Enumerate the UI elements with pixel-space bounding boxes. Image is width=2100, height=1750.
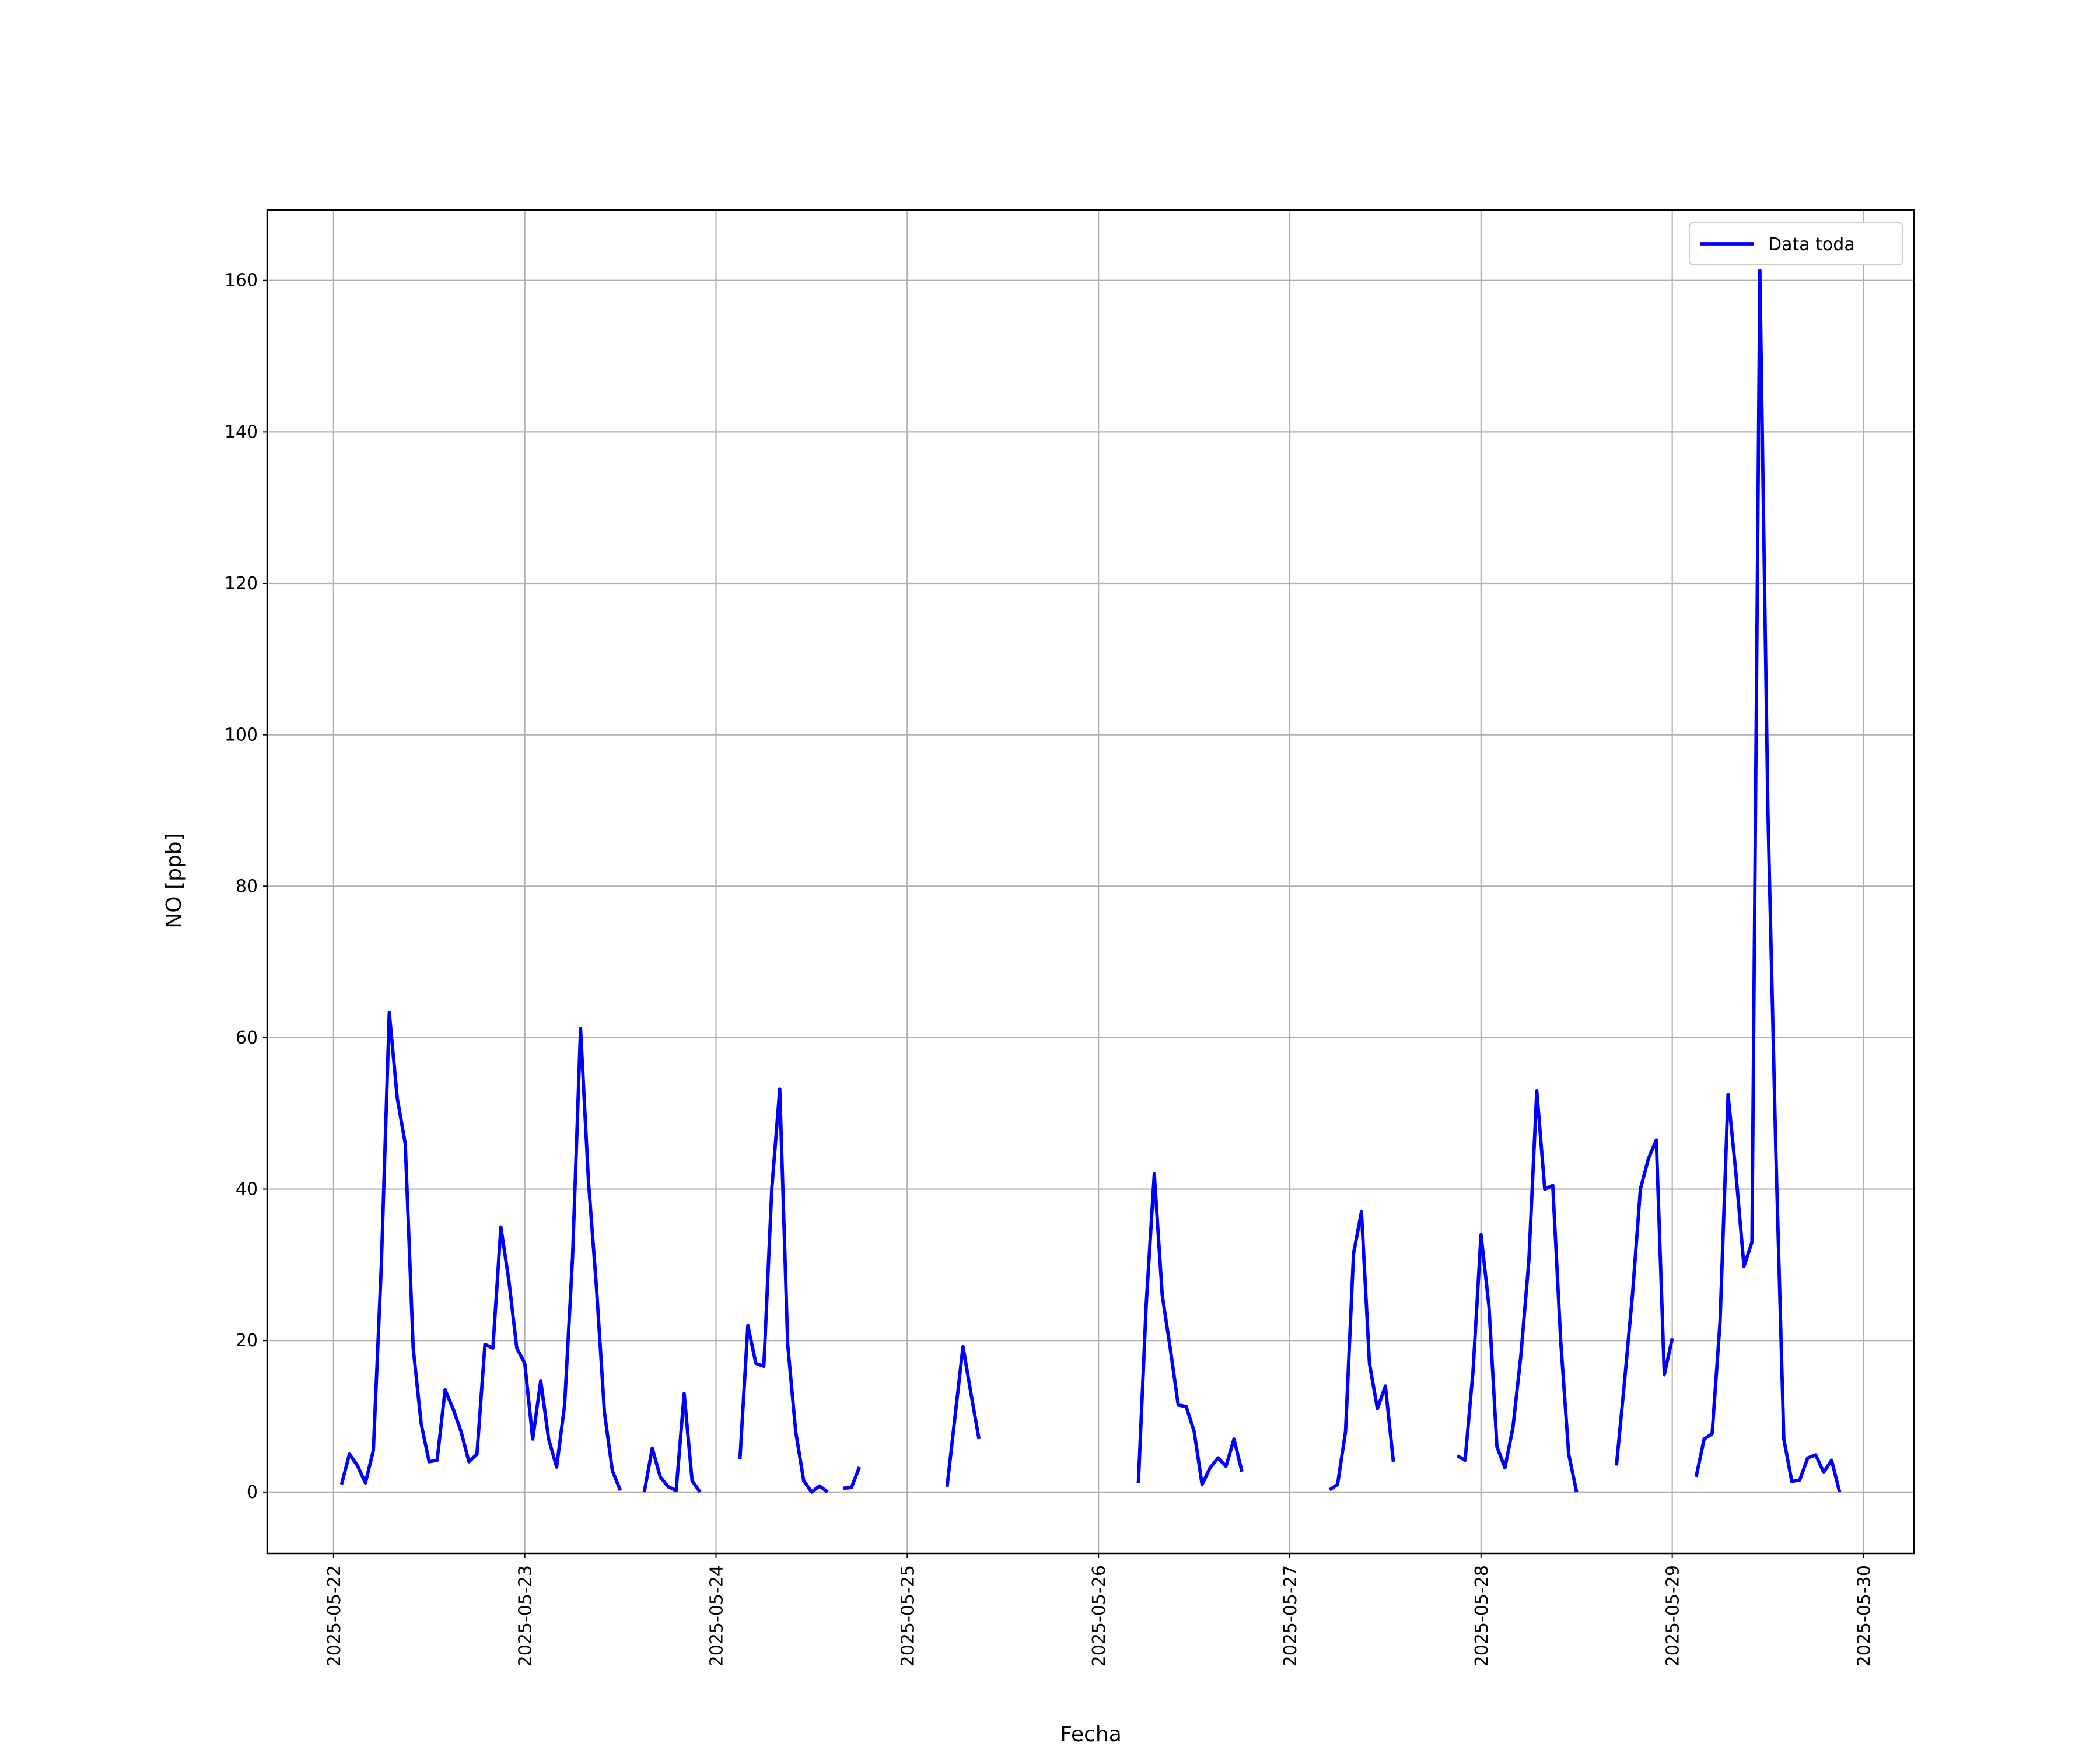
y-tick-label: 60: [236, 1028, 258, 1048]
plot-frame: [266, 209, 1915, 1555]
legend-box: [1689, 222, 1903, 265]
x-tick-label: 2025-05-23: [516, 1565, 536, 1667]
y-tick-label: 20: [236, 1331, 258, 1351]
x-tick-label: 2025-05-25: [898, 1565, 918, 1667]
data-line: [340, 269, 1842, 1494]
x-tick-label: 2025-05-26: [1089, 1565, 1110, 1667]
y-tick-label: 160: [225, 271, 258, 291]
y-axis-label: NO [ppb]: [162, 833, 186, 928]
x-tick-label: 2025-05-24: [706, 1565, 727, 1667]
x-tick-label: 2025-05-28: [1472, 1565, 1492, 1667]
y-tick-label: 120: [225, 573, 258, 594]
x-tick-label: 2025-05-27: [1280, 1565, 1301, 1667]
x-tick-label: 2025-05-29: [1663, 1565, 1684, 1667]
x-tick-label: 2025-05-30: [1854, 1565, 1874, 1667]
y-tick-label: 40: [236, 1180, 258, 1200]
y-tick-label: 0: [247, 1482, 258, 1503]
x-axis-label: Fecha: [1060, 1723, 1122, 1746]
legend-label: Data toda: [1768, 235, 1855, 255]
y-tick-label: 140: [225, 422, 258, 442]
y-tick-label: 100: [225, 725, 258, 746]
y-tick-label: 80: [236, 876, 258, 897]
x-tick-label: 2025-05-22: [324, 1565, 345, 1667]
